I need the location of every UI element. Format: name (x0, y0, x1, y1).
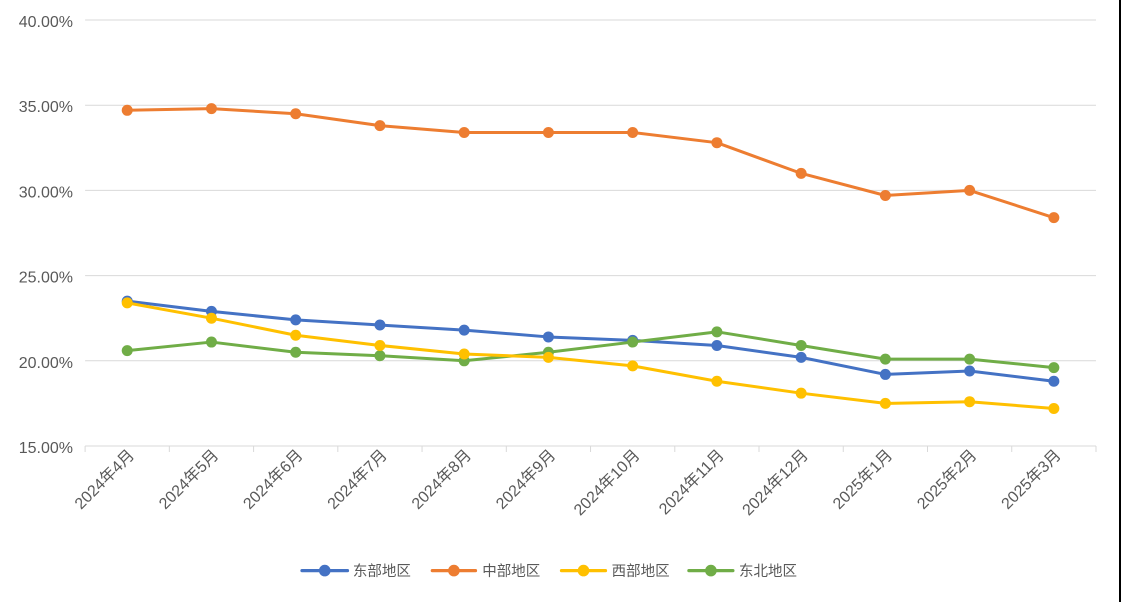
svg-text:中部地区: 中部地区 (482, 563, 540, 580)
svg-text:2025年1月: 2025年1月 (829, 446, 896, 513)
svg-text:东北地区: 东北地区 (739, 563, 797, 580)
svg-text:2024年9月: 2024年9月 (492, 446, 559, 513)
svg-text:15.00%: 15.00% (19, 440, 73, 457)
svg-text:2024年5月: 2024年5月 (155, 446, 222, 513)
svg-text:25.00%: 25.00% (19, 270, 73, 287)
svg-text:2024年12月: 2024年12月 (739, 446, 812, 519)
svg-text:2025年2月: 2025年2月 (914, 446, 981, 513)
svg-text:2024年8月: 2024年8月 (408, 446, 475, 513)
svg-text:东部地区: 东部地区 (353, 563, 411, 580)
svg-text:2024年7月: 2024年7月 (324, 446, 391, 513)
svg-text:35.00%: 35.00% (19, 99, 73, 116)
svg-text:2024年11月: 2024年11月 (655, 446, 727, 518)
svg-text:2025年3月: 2025年3月 (998, 446, 1065, 513)
svg-text:2024年10月: 2024年10月 (570, 446, 643, 519)
svg-text:2024年6月: 2024年6月 (240, 446, 307, 513)
svg-text:20.00%: 20.00% (19, 355, 73, 372)
svg-text:2024年4月: 2024年4月 (71, 446, 138, 513)
svg-text:西部地区: 西部地区 (612, 563, 670, 580)
svg-text:40.00%: 40.00% (19, 14, 73, 31)
svg-text:30.00%: 30.00% (19, 184, 73, 201)
